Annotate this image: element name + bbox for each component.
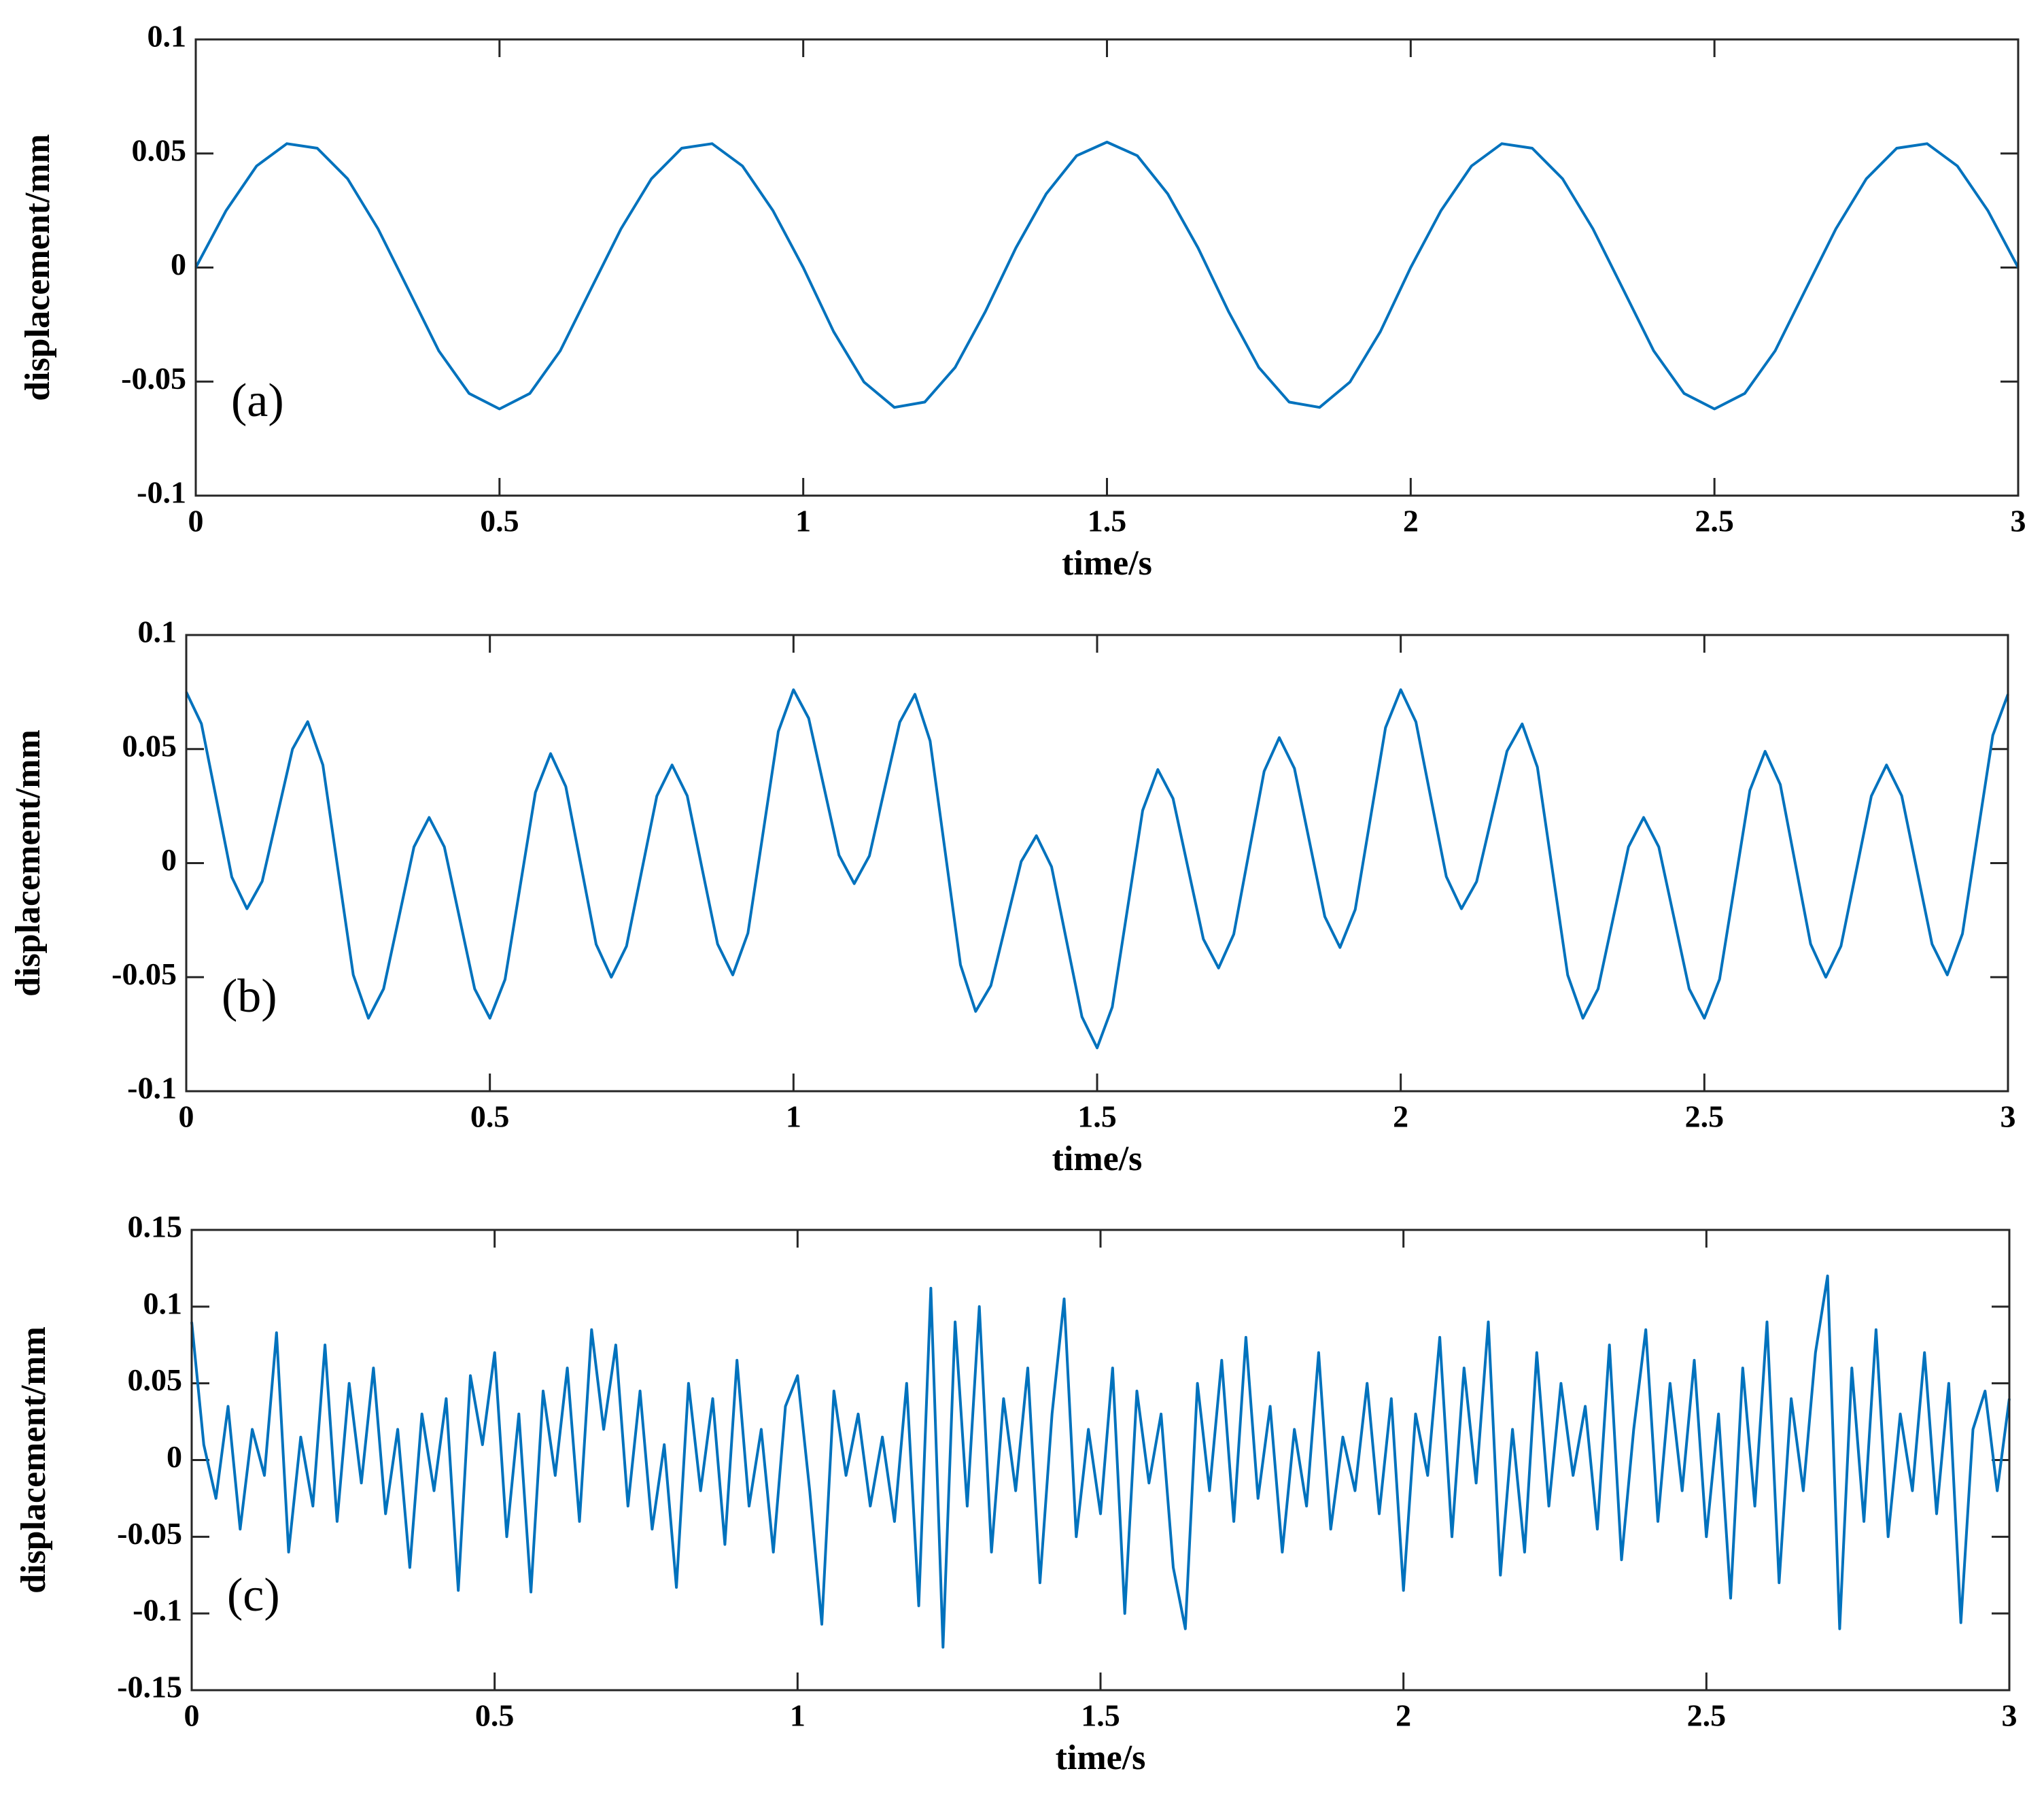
x-tick-label: 0.5 [475, 1698, 515, 1733]
x-tick-label: 1 [786, 1099, 801, 1134]
panel: 0 0.5 1 1.5 2 2.5 3 -0.1 -0.05 0 0.05 0.1 time/s disp… [9, 615, 2016, 1178]
y-tick-label: 0.05 [132, 133, 187, 167]
data-line [185, 688, 2009, 1050]
panel-label: (b) [222, 970, 277, 1023]
x-tick-label: 3 [2011, 504, 2026, 538]
x-tick-label: 1 [795, 504, 811, 538]
x-tick-label: 2 [1393, 1099, 1408, 1134]
x-tick-label: 2.5 [1687, 1698, 1727, 1733]
panel-label: (a) [231, 375, 284, 427]
y-tick-label: -0.05 [111, 957, 177, 991]
x-tick-label: 0.5 [480, 504, 519, 538]
x-tick-label: 2 [1403, 504, 1419, 538]
x-tick-label: 1 [790, 1698, 806, 1733]
y-tick-label: 0.1 [148, 19, 187, 54]
axes-box [190, 1229, 2011, 1692]
x-tick-label: 2.5 [1685, 1099, 1725, 1134]
y-tick-label: 0.05 [128, 1362, 183, 1397]
x-tick-label: 0.5 [470, 1099, 510, 1134]
y-tick-label: -0.1 [137, 475, 186, 510]
x-axis-label: time/s [1056, 1738, 1146, 1777]
y-tick-label: -0.05 [117, 1516, 182, 1551]
y-tick-label: 0 [167, 1439, 182, 1474]
y-tick-label: 0 [171, 247, 186, 281]
x-tick-label: 1.5 [1077, 1099, 1117, 1134]
y-axis-label: displacement/mm [18, 134, 57, 401]
y-tick-label: -0.05 [121, 361, 186, 396]
data-line [190, 1274, 2011, 1649]
axes-box [185, 634, 2009, 1093]
x-tick-label: 0 [188, 504, 204, 538]
x-tick-label: 3 [2000, 1099, 2016, 1134]
x-axis-label: time/s [1062, 544, 1152, 583]
x-tick-label: 2 [1396, 1698, 1411, 1733]
plot-area [186, 635, 2008, 1091]
y-axis-label: displacement/mm [9, 730, 48, 997]
panel: 0 0.5 1 1.5 2 2.5 3 -0.15 -0.1 -0.05 0 0.05 0.1 0.15 t… [14, 1210, 2017, 1777]
data-line [194, 141, 2020, 411]
x-axis-label: time/s [1052, 1139, 1143, 1178]
y-tick-label: -0.1 [133, 1593, 182, 1628]
y-tick-label: 0 [161, 842, 177, 877]
y-tick-label: 0.05 [122, 728, 177, 763]
axes-box [194, 38, 2020, 497]
y-tick-label: 0.15 [128, 1210, 183, 1244]
y-tick-label: -0.15 [117, 1670, 182, 1704]
plot-area [196, 39, 2018, 496]
panel-label: (c) [227, 1569, 280, 1622]
x-tick-label: 1.5 [1081, 1698, 1120, 1733]
y-axis-label: displacement/mm [14, 1326, 53, 1594]
panel: 0 0.5 1 1.5 2 2.5 3 -0.1 -0.05 0 0.05 0.1 time/s disp… [18, 19, 2026, 583]
x-tick-label: 1.5 [1088, 504, 1127, 538]
x-tick-label: 0 [179, 1099, 194, 1134]
x-tick-label: 3 [2002, 1698, 2017, 1733]
y-tick-label: 0.1 [143, 1286, 183, 1320]
x-tick-label: 2.5 [1695, 504, 1734, 538]
y-tick-label: 0.1 [138, 615, 177, 649]
plot-area [192, 1230, 2009, 1690]
x-tick-label: 0 [184, 1698, 200, 1733]
y-tick-label: -0.1 [127, 1071, 177, 1105]
